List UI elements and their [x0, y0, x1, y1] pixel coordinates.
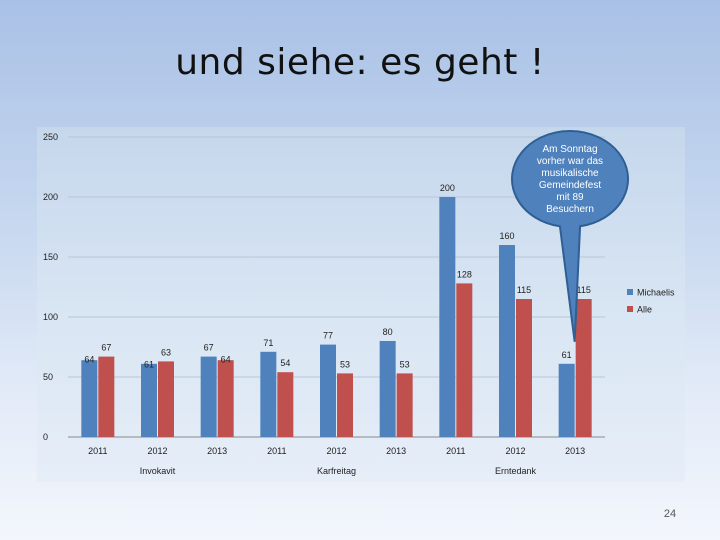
legend-swatch-alle: [627, 306, 633, 312]
data-label-michaelis: 160: [499, 231, 514, 241]
page-number: 24: [663, 508, 677, 520]
data-label-michaelis: 67: [204, 343, 214, 353]
bar-alle-1: [158, 361, 174, 437]
x-tick-label: 2013: [565, 446, 585, 456]
bar-michaelis-0: [81, 360, 98, 437]
data-label-alle: 53: [400, 359, 410, 369]
y-tick-label: 200: [43, 192, 58, 202]
callout-text-line: mit 89: [556, 192, 584, 203]
y-tick-label: 0: [43, 432, 48, 442]
data-label-michaelis: 80: [383, 327, 393, 337]
data-label-alle: 53: [340, 359, 350, 369]
bar-alle-6: [456, 283, 473, 437]
x-tick-label: 2012: [147, 446, 167, 456]
x-tick-label: 2011: [88, 446, 107, 456]
x-tick-label: 2013: [386, 446, 406, 456]
bar-alle-0: [98, 356, 115, 437]
callout-text-line: Gemeindefest: [539, 180, 601, 191]
bar-alle-2: [217, 360, 234, 437]
bar-michaelis-3: [260, 351, 277, 437]
callout-text-line: musikalische: [541, 168, 599, 179]
bar-alle-8: [575, 299, 592, 437]
callout-text-line: vorher war das: [537, 156, 603, 167]
legend-label-alle: Alle: [637, 305, 652, 315]
x-tick-label: 2013: [207, 446, 227, 456]
bar-alle-4: [337, 373, 353, 437]
group-label: Invokavit: [140, 466, 176, 476]
y-tick-label: 250: [43, 132, 58, 142]
data-label-alle: 67: [101, 343, 111, 353]
data-label-michaelis: 64: [84, 355, 94, 365]
data-label-alle: 115: [517, 285, 531, 295]
data-label-alle: 64: [221, 355, 231, 365]
callout-bubble: [511, 130, 629, 342]
x-tick-label: 2012: [505, 446, 525, 456]
x-tick-label: 2011: [446, 446, 465, 456]
callout-text-line: Besuchern: [546, 204, 594, 215]
legend-swatch-michaelis: [627, 289, 633, 295]
bar-alle-5: [396, 373, 413, 437]
callout-text-line: Am Sonntag: [542, 144, 597, 155]
data-label-michaelis: 71: [263, 338, 273, 348]
bar-michaelis-8: [558, 363, 575, 437]
bar-michaelis-1: [141, 363, 157, 437]
bar-michaelis-5: [379, 341, 396, 437]
bar-alle-3: [277, 372, 294, 437]
bar-michaelis-6: [439, 197, 456, 437]
x-tick-label: 2012: [326, 446, 346, 456]
data-label-alle: 128: [457, 269, 472, 279]
data-label-alle: 54: [280, 358, 290, 368]
data-label-michaelis: 61: [562, 350, 572, 360]
group-label: Karfreitag: [317, 466, 356, 476]
data-label-alle: 115: [576, 285, 590, 295]
data-label-michaelis: 200: [440, 183, 455, 193]
bar-alle-7: [516, 299, 532, 437]
group-label: Erntedank: [495, 466, 537, 476]
x-tick-label: 2011: [267, 446, 286, 456]
data-label-michaelis: 61: [144, 359, 154, 369]
data-label-alle: 63: [161, 347, 171, 357]
bar-michaelis-4: [320, 344, 336, 437]
legend-label-michaelis: Michaelis: [637, 288, 675, 298]
data-label-michaelis: 77: [323, 331, 333, 341]
bar-michaelis-2: [200, 356, 217, 437]
y-tick-label: 100: [43, 312, 58, 322]
slide-title: und siehe: es geht !: [175, 42, 545, 83]
y-tick-label: 50: [43, 372, 53, 382]
bar-michaelis-7: [499, 245, 515, 437]
y-tick-label: 150: [43, 252, 58, 262]
